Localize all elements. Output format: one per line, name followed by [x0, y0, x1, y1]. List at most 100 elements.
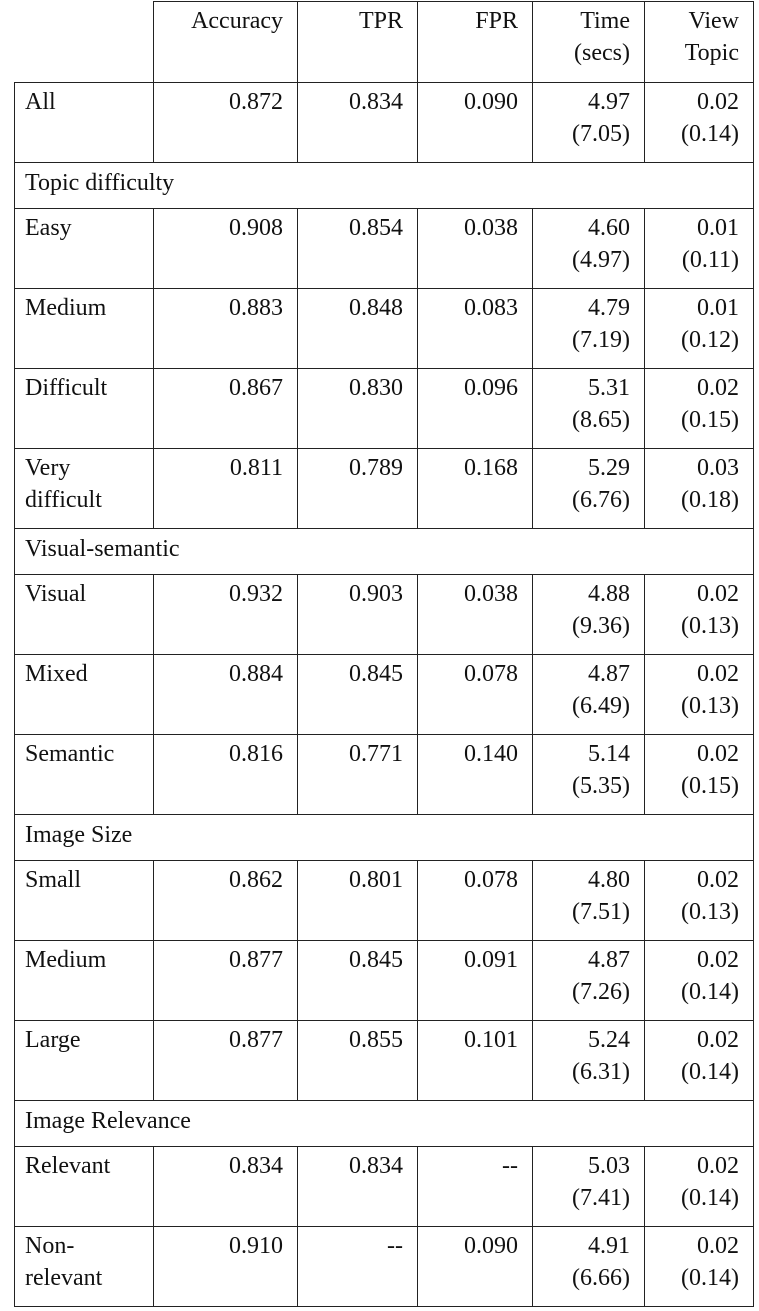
value-cell: 0.02 (0.13) [644, 654, 754, 735]
value-cell: 0.883 [153, 288, 298, 369]
section-label: Visual-semantic [14, 528, 754, 575]
value-cell: 0.01 (0.12) [644, 288, 754, 369]
value-cell: -- [417, 1146, 533, 1227]
value-cell: 0.090 [417, 1226, 533, 1307]
value-cell: 0.910 [153, 1226, 298, 1307]
row-label: Mixed [14, 654, 154, 735]
value-cell: 4.60 (4.97) [532, 208, 645, 289]
value-cell: 0.862 [153, 860, 298, 941]
row-label: Very difficult [14, 448, 154, 529]
value-cell: 0.845 [297, 654, 418, 735]
value-cell: 0.771 [297, 734, 418, 815]
value-cell: 0.932 [153, 574, 298, 655]
value-cell: 0.801 [297, 860, 418, 941]
value-cell: 5.03 (7.41) [532, 1146, 645, 1227]
value-cell: 5.29 (6.76) [532, 448, 645, 529]
value-cell: 0.867 [153, 368, 298, 449]
row-label: Visual [14, 574, 154, 655]
section-row: Image Size [14, 814, 754, 861]
value-cell: 0.02 (0.14) [644, 1226, 754, 1307]
value-cell: 0.083 [417, 288, 533, 369]
value-cell: 0.877 [153, 1020, 298, 1101]
value-cell: 0.854 [297, 208, 418, 289]
value-cell: 0.01 (0.11) [644, 208, 754, 289]
value-cell: 0.834 [297, 1146, 418, 1227]
value-cell: 0.908 [153, 208, 298, 289]
column-header: View Topic [644, 1, 754, 83]
value-cell: 0.884 [153, 654, 298, 735]
value-cell: 0.845 [297, 940, 418, 1021]
value-cell: 0.078 [417, 654, 533, 735]
row-label: Difficult [14, 368, 154, 449]
table-body: Accuracy TPR FPR Time (secs) View Topic All 0.… [14, 1, 754, 1307]
value-cell: 0.091 [417, 940, 533, 1021]
value-cell: 4.87 (7.26) [532, 940, 645, 1021]
value-cell: 5.14 (5.35) [532, 734, 645, 815]
value-cell: 0.02 (0.13) [644, 860, 754, 941]
value-cell: 4.97 (7.05) [532, 82, 645, 163]
data-row: Visual 0.932 0.903 0.038 4.88 (9.36) 0.02 (0.… [14, 574, 754, 655]
value-cell: 0.02 (0.15) [644, 734, 754, 815]
value-cell: 0.02 (0.15) [644, 368, 754, 449]
value-cell: 0.101 [417, 1020, 533, 1101]
value-cell: 0.834 [297, 82, 418, 163]
row-label: All [14, 82, 154, 163]
data-row: Medium 0.877 0.845 0.091 4.87 (7.26) 0.02 (0.… [14, 940, 754, 1021]
data-row: Medium 0.883 0.848 0.083 4.79 (7.19) 0.01 (0.… [14, 288, 754, 369]
data-row: Difficult 0.867 0.830 0.096 5.31 (8.65) 0.02 … [14, 368, 754, 449]
value-cell: 0.02 (0.14) [644, 82, 754, 163]
data-row: All 0.872 0.834 0.090 4.97 (7.05) 0.02 (0.14) [14, 82, 754, 163]
value-cell: 5.31 (8.65) [532, 368, 645, 449]
value-cell: 0.03 (0.18) [644, 448, 754, 529]
value-cell: 0.872 [153, 82, 298, 163]
value-cell: 0.855 [297, 1020, 418, 1101]
section-label: Image Relevance [14, 1100, 754, 1147]
value-cell: 0.816 [153, 734, 298, 815]
value-cell: 0.096 [417, 368, 533, 449]
value-cell: 5.24 (6.31) [532, 1020, 645, 1101]
results-table: Accuracy TPR FPR Time (secs) View Topic All 0.… [14, 1, 754, 1307]
data-row: Non-relevant 0.910 -- 0.090 4.91 (6.66) 0.02 … [14, 1226, 754, 1307]
value-cell: 4.87 (6.49) [532, 654, 645, 735]
column-header: Time (secs) [532, 1, 645, 83]
value-cell: 0.848 [297, 288, 418, 369]
row-label: Medium [14, 288, 154, 369]
row-label: Small [14, 860, 154, 941]
value-cell: 0.811 [153, 448, 298, 529]
section-row: Topic difficulty [14, 162, 754, 209]
value-cell: 0.834 [153, 1146, 298, 1227]
data-row: Relevant 0.834 0.834 -- 5.03 (7.41) 0.02 (0.1… [14, 1146, 754, 1227]
section-label: Image Size [14, 814, 754, 861]
data-row: Small 0.862 0.801 0.078 4.80 (7.51) 0.02 (0.1… [14, 860, 754, 941]
value-cell: 0.02 (0.14) [644, 940, 754, 1021]
corner-cell [14, 1, 154, 83]
data-row: Very difficult 0.811 0.789 0.168 5.29 (6.76)… [14, 448, 754, 529]
value-cell: 0.903 [297, 574, 418, 655]
value-cell: 0.168 [417, 448, 533, 529]
section-row: Visual-semantic [14, 528, 754, 575]
value-cell: 0.02 (0.14) [644, 1146, 754, 1227]
section-row: Image Relevance [14, 1100, 754, 1147]
row-label: Easy [14, 208, 154, 289]
section-label: Topic difficulty [14, 162, 754, 209]
header-row: Accuracy TPR FPR Time (secs) View Topic [14, 1, 754, 83]
value-cell: 4.79 (7.19) [532, 288, 645, 369]
row-label: Semantic [14, 734, 154, 815]
data-row: Mixed 0.884 0.845 0.078 4.87 (6.49) 0.02 (0.1… [14, 654, 754, 735]
row-label: Non-relevant [14, 1226, 154, 1307]
value-cell: 0.140 [417, 734, 533, 815]
value-cell: -- [297, 1226, 418, 1307]
value-cell: 0.830 [297, 368, 418, 449]
value-cell: 4.91 (6.66) [532, 1226, 645, 1307]
value-cell: 0.038 [417, 574, 533, 655]
data-row: Large 0.877 0.855 0.101 5.24 (6.31) 0.02 (0.1… [14, 1020, 754, 1101]
row-label: Large [14, 1020, 154, 1101]
value-cell: 4.80 (7.51) [532, 860, 645, 941]
value-cell: 0.789 [297, 448, 418, 529]
value-cell: 4.88 (9.36) [532, 574, 645, 655]
value-cell: 0.877 [153, 940, 298, 1021]
column-header: Accuracy [153, 1, 298, 83]
value-cell: 0.02 (0.14) [644, 1020, 754, 1101]
row-label: Relevant [14, 1146, 154, 1227]
